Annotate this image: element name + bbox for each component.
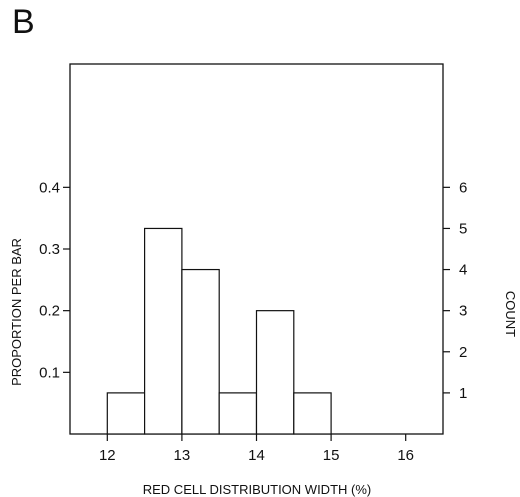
histogram-bar-3 bbox=[181, 268, 220, 435]
x-tick-label-3: 14 bbox=[248, 447, 265, 464]
histogram-bar-4 bbox=[218, 392, 258, 435]
y2-tick-label-2: 2 bbox=[459, 344, 467, 361]
x-tick-label-2: 13 bbox=[174, 447, 191, 464]
histogram-bars bbox=[106, 227, 332, 435]
left-y-axis-title: PROPORTION PER BAR bbox=[9, 238, 24, 386]
histogram-bar-2 bbox=[144, 227, 183, 435]
y-tick-label-4: 0.4 bbox=[39, 179, 60, 196]
y-tick-label-3: 0.3 bbox=[39, 241, 60, 258]
histogram-bar-5 bbox=[255, 310, 295, 435]
x-tick-label-4: 15 bbox=[323, 447, 340, 464]
y-tick-label-1: 0.1 bbox=[39, 364, 60, 381]
histogram-bar-6 bbox=[293, 392, 332, 435]
y2-tick-label-5: 5 bbox=[459, 220, 467, 237]
y2-tick-label-6: 6 bbox=[459, 179, 467, 196]
right-y-axis-ticks: 1 2 3 4 5 6 bbox=[443, 179, 467, 402]
x-tick-label-1: 12 bbox=[99, 447, 116, 464]
x-tick-label-5: 16 bbox=[397, 447, 414, 464]
right-y-axis-title: COUNT bbox=[503, 291, 518, 337]
y-tick-label-2: 0.2 bbox=[39, 303, 60, 320]
panel-label: B bbox=[12, 3, 35, 41]
y2-tick-label-1: 1 bbox=[459, 385, 467, 402]
histogram-bar-1 bbox=[106, 392, 146, 435]
y2-tick-label-3: 3 bbox=[459, 303, 467, 320]
x-axis-ticks: 12 13 14 15 16 bbox=[99, 434, 414, 464]
y2-tick-label-4: 4 bbox=[459, 262, 467, 279]
left-y-axis-ticks: 0.1 0.2 0.3 0.4 bbox=[39, 179, 70, 381]
x-axis-title: RED CELL DISTRIBUTION WIDTH (%) bbox=[143, 482, 371, 497]
